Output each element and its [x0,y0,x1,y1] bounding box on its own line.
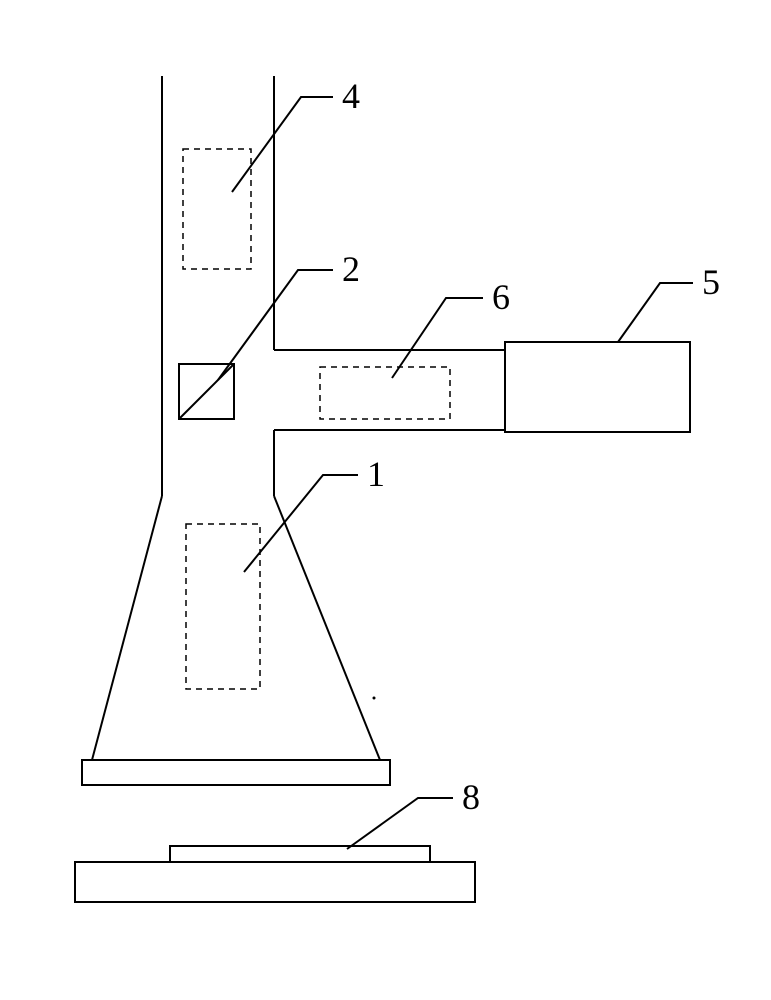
stage-assembly [75,846,475,902]
reference-dot [373,697,376,700]
leader-5 [618,283,693,342]
leader-2 [218,270,333,380]
component-4-box [183,149,251,269]
technical-diagram: 4 2 6 5 1 8 [0,0,771,1000]
main-apparatus-outline [82,76,505,785]
component-1-box [186,524,260,689]
label-6: 6 [492,276,510,318]
label-2: 2 [342,248,360,290]
component-5-box [505,342,690,432]
leader-8 [347,798,453,849]
leader-6 [392,298,483,378]
leader-1 [244,475,358,572]
beam-splitter [179,364,234,419]
stage-base [75,862,475,902]
sample-plate [170,846,430,862]
label-1: 1 [367,453,385,495]
leader-4 [232,97,333,192]
diagram-svg [0,0,771,1000]
label-5: 5 [702,261,720,303]
label-4: 4 [342,75,360,117]
label-8: 8 [462,776,480,818]
component-6-box [320,367,450,419]
